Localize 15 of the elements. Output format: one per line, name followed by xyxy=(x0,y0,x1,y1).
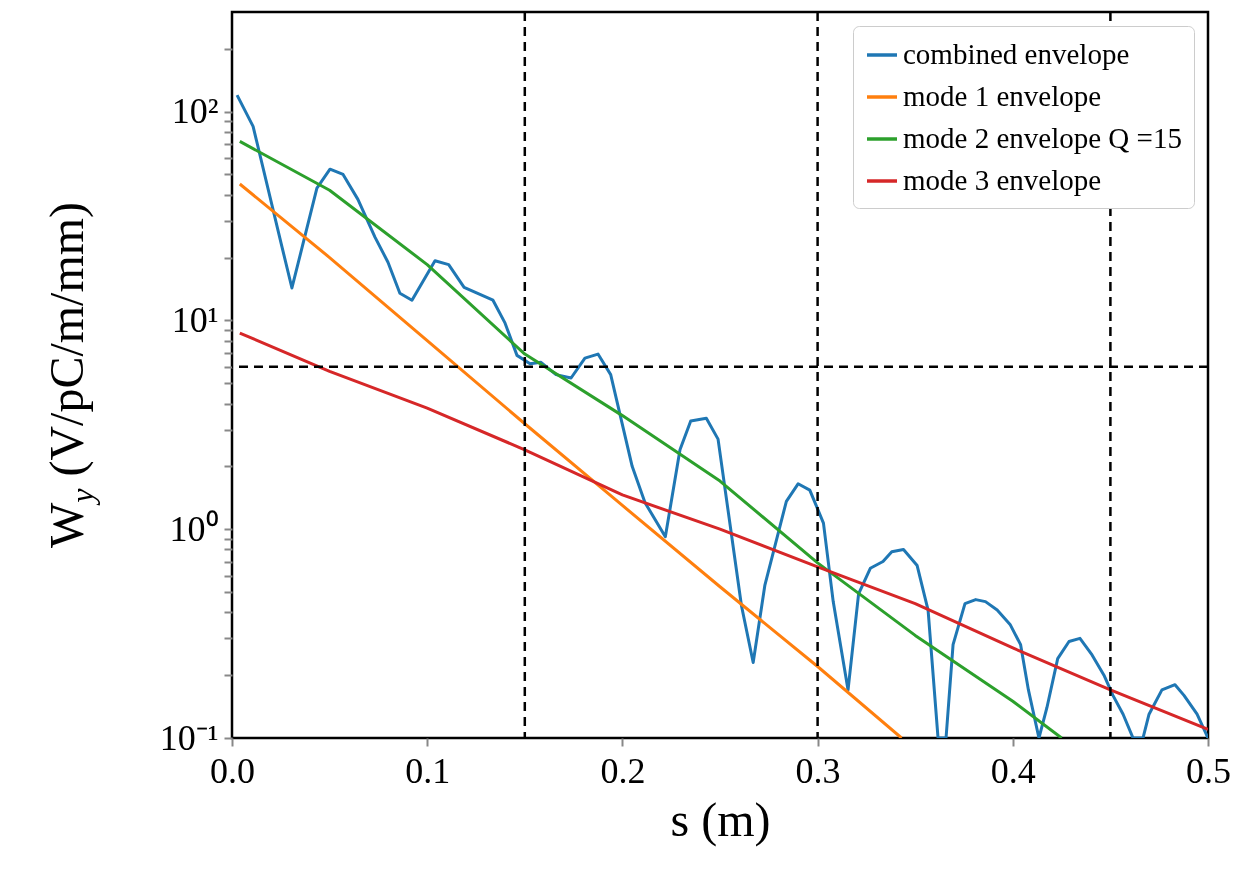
line-series xyxy=(238,331,1208,731)
y-tick-label: 10² xyxy=(171,91,219,132)
x-tick-label: 0.1 xyxy=(405,750,451,791)
legend-label: combined envelope xyxy=(903,38,1130,70)
x-tick-label: 0.2 xyxy=(600,750,646,791)
legend-label: mode 1 envelope xyxy=(903,80,1102,112)
x-tick-label: 0.3 xyxy=(795,750,841,791)
x-tick-label: 0.4 xyxy=(990,750,1036,791)
x-axis-title: s (m) xyxy=(670,792,771,847)
legend-label: mode 3 envelope xyxy=(903,164,1102,196)
line-series xyxy=(238,182,904,738)
legend-label: mode 2 envelope Q =15 xyxy=(903,122,1182,154)
y-tick-label: 10⁰ xyxy=(169,508,219,549)
y-tick-label: 10¹ xyxy=(171,299,219,340)
x-tick-label: 0.5 xyxy=(1186,750,1231,791)
